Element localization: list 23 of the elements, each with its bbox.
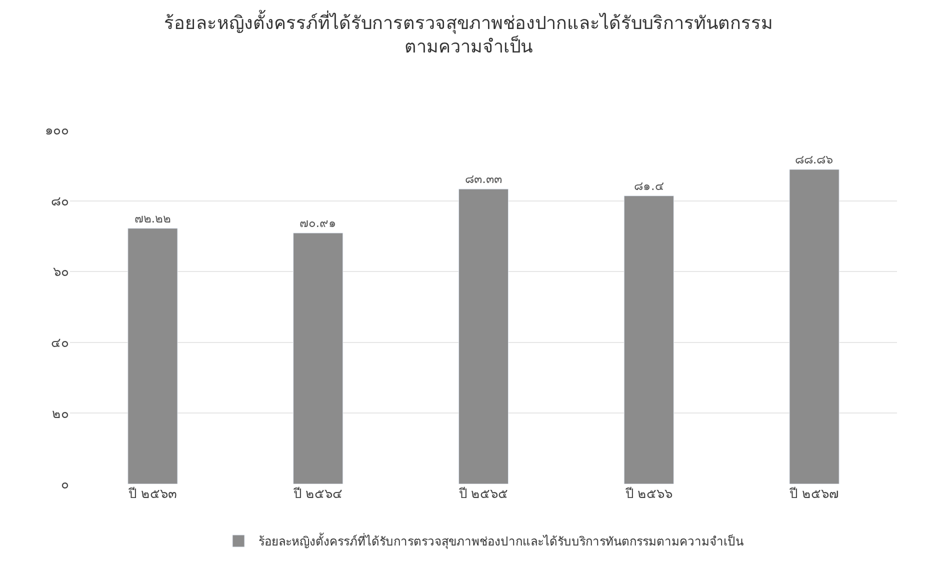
data-label: ๘๓.๓๓	[465, 172, 502, 186]
y-tick-label: ๐	[61, 478, 69, 493]
bar	[624, 196, 674, 484]
y-tick-label: ๘๐	[51, 194, 69, 210]
data-label: ๘๘.๘๖	[794, 152, 834, 166]
y-tick-label: ๔๐	[51, 336, 69, 351]
bar	[789, 169, 840, 484]
x-tick-label: ปี ๒๕๖๔	[292, 486, 343, 502]
y-tick-label: ๖๐	[53, 265, 69, 280]
bar	[293, 232, 344, 484]
data-label: ๗๒.๒๒	[134, 211, 172, 226]
x-tick-label: ปี ๒๕๖๕	[458, 486, 508, 502]
bar	[128, 228, 178, 484]
data-label: ๘๑.๔	[634, 178, 664, 193]
x-tick-label: ปี ๒๕๖๗	[788, 486, 839, 502]
data-label: ๗๐.๙๑	[300, 216, 337, 230]
bar	[458, 188, 509, 484]
x-tick-label: ปี ๒๕๖๓	[128, 486, 177, 502]
y-tick-label: ๑๐๐	[45, 124, 69, 139]
x-tick-label: ปี ๒๕๖๖	[624, 486, 672, 502]
chart-title: ร้อยละหญิงตั้งครรภ์ที่ได้รับการตรวจสุขภาพช่องปากและได้รับบริการทันตกรรม ตามความจำเป็น	[164, 10, 773, 58]
legend-label: ร้อยละหญิงตั้งครรภ์ที่ได้รับการตรวจสุขภาพช่องปากและได้รับบริการทันตกรรมตามความจำเป็น	[258, 532, 744, 550]
y-tick-label: ๒๐	[52, 406, 69, 422]
